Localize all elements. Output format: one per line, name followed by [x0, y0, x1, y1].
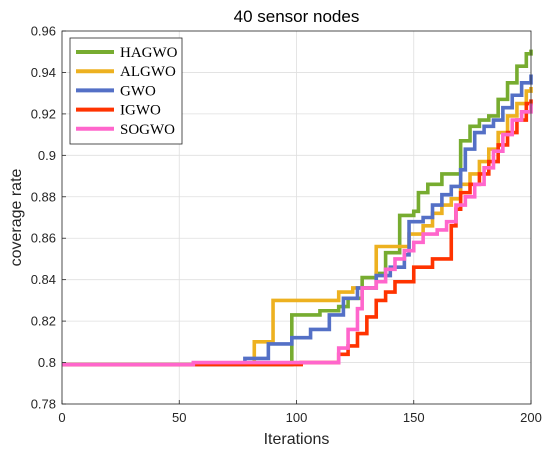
y-tick-label: 0.9 — [38, 148, 56, 163]
y-tick-label: 0.84 — [31, 272, 56, 287]
legend-label-sogwo: SOGWO — [120, 122, 175, 138]
x-tick-label: 200 — [520, 410, 542, 425]
y-tick-label: 0.82 — [31, 314, 56, 329]
x-tick-label: 50 — [172, 410, 186, 425]
x-tick-label: 150 — [403, 410, 425, 425]
series-lines — [62, 49, 533, 367]
y-axis-title: coverage rate — [8, 168, 25, 266]
series-line-igwo — [62, 99, 533, 367]
y-tick-label: 0.86 — [31, 231, 56, 246]
legend-label-hagwo: HAGWO — [120, 45, 178, 61]
y-tick-label: 0.88 — [31, 189, 56, 204]
x-tick-label: 100 — [286, 410, 308, 425]
series-line-hagwo — [62, 49, 533, 367]
series-line-sogwo — [62, 103, 533, 367]
y-tick-label: 0.94 — [31, 65, 56, 80]
axis-ticks: 0.78 0.8 0.82 0.84 0.86 0.88 0.9 0.92 0.94 0.96 0 5… — [31, 24, 542, 426]
y-tick-label: 0.78 — [31, 397, 56, 412]
legend-label-gwo: GWO — [120, 83, 156, 99]
x-axis-title: Iterations — [264, 431, 330, 448]
y-tick-label: 0.8 — [38, 355, 56, 370]
y-tick-label: 0.92 — [31, 106, 56, 121]
legend: HAGWO ALGWO GWO IGWO SOGWO — [69, 37, 183, 145]
legend-label-igwo: IGWO — [120, 103, 161, 119]
chart-title: 40 sensor nodes — [234, 7, 360, 26]
x-tick-label: 0 — [58, 410, 65, 425]
legend-label-algwo: ALGWO — [120, 64, 176, 80]
y-tick-label: 0.96 — [31, 24, 56, 39]
